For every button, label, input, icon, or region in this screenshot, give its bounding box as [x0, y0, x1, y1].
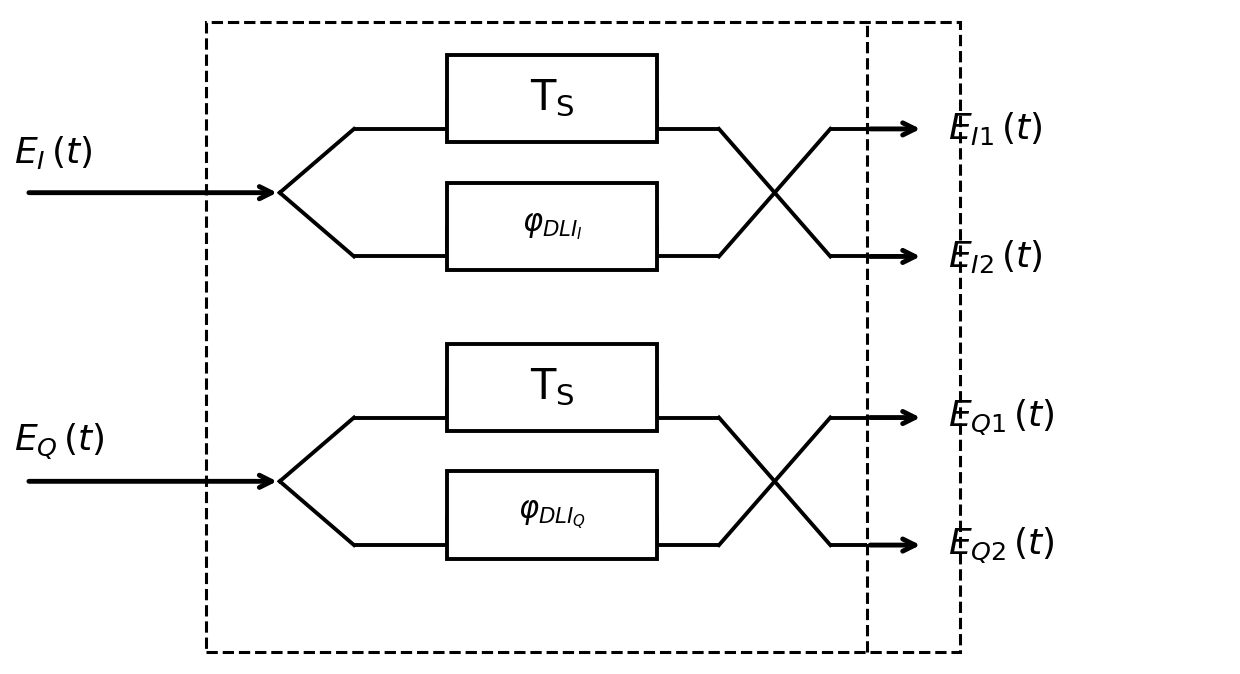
- Text: $E_{Q1}\,(t)$: $E_{Q1}\,(t)$: [947, 398, 1055, 437]
- Text: $E_{I2}\,(t)$: $E_{I2}\,(t)$: [947, 238, 1043, 275]
- Text: $\varphi_{DLI_I}$: $\varphi_{DLI_I}$: [522, 211, 583, 241]
- FancyBboxPatch shape: [446, 183, 657, 270]
- Text: $E_I\,(t)$: $E_I\,(t)$: [14, 134, 92, 171]
- Text: $\varphi_{DLI_Q}$: $\varphi_{DLI_Q}$: [518, 499, 587, 531]
- Text: $E_{I1}\,(t)$: $E_{I1}\,(t)$: [947, 111, 1043, 148]
- FancyBboxPatch shape: [446, 55, 657, 142]
- Text: $\mathrm{T}_\mathrm{S}$: $\mathrm{T}_\mathrm{S}$: [529, 367, 574, 408]
- Text: $\mathrm{T}_\mathrm{S}$: $\mathrm{T}_\mathrm{S}$: [529, 78, 574, 119]
- Text: $E_{Q2}\,(t)$: $E_{Q2}\,(t)$: [947, 525, 1055, 565]
- FancyBboxPatch shape: [446, 471, 657, 559]
- Text: $E_Q\,(t)$: $E_Q\,(t)$: [14, 421, 104, 461]
- FancyBboxPatch shape: [446, 344, 657, 431]
